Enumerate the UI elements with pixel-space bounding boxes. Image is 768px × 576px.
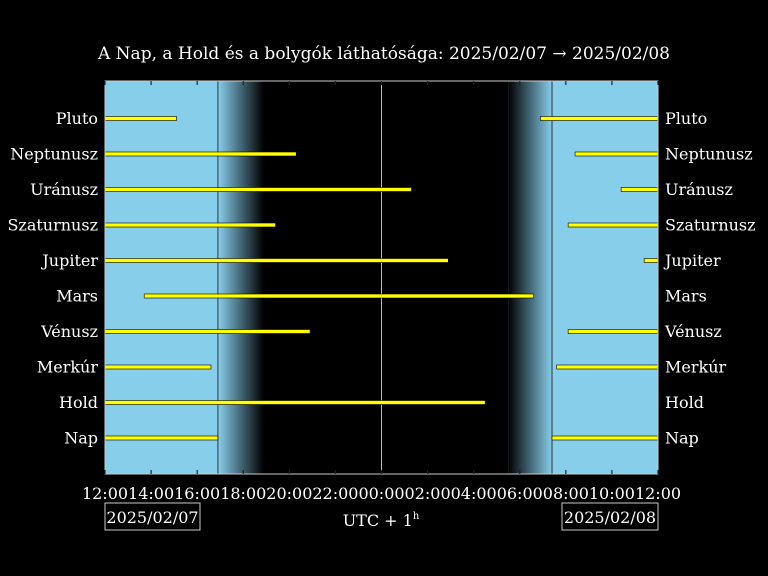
body-label-right: Pluto <box>665 109 707 128</box>
sky-background <box>105 81 658 474</box>
body-label-left: Vénusz <box>40 322 98 341</box>
visibility-bar <box>143 293 534 299</box>
visibility-bar <box>104 364 212 370</box>
visibility-bar <box>620 187 659 192</box>
visibility-bar <box>567 329 659 334</box>
x-tick-label: 12:00 <box>82 484 128 503</box>
x-axis: 12:00 14:00 16:00 18:00 20:00 22:00 00:00 02:00… <box>82 81 681 503</box>
body-label-left: Mars <box>56 287 98 306</box>
visibility-bar <box>551 435 659 441</box>
body-label-left: Hold <box>59 393 98 412</box>
x-tick-label: 18:00 <box>220 484 266 503</box>
visibility-bar <box>104 435 219 441</box>
visibility-bar <box>567 222 659 228</box>
visibility-bar <box>104 222 276 228</box>
night-sky <box>263 81 509 474</box>
body-label-right: Nap <box>665 429 699 448</box>
visibility-bar <box>104 400 486 405</box>
chart-title: A Nap, a Hold és a bolygók láthatósága: … <box>97 44 670 64</box>
body-labels-left: Pluto Neptunusz Uránusz Szaturnusz Jupiter Ma… <box>7 109 98 448</box>
body-label-right: Vénusz <box>664 322 722 341</box>
x-tick-label: 04:00 <box>451 484 497 503</box>
body-label-right: Hold <box>665 393 704 412</box>
body-labels-right: Pluto Neptunusz Uránusz Szaturnusz Jupiter Ma… <box>663 109 756 448</box>
date-right-label: 2025/02/08 <box>564 508 656 527</box>
x-axis-label-main: UTC + 1 <box>343 511 413 530</box>
date-right-box <box>561 502 659 531</box>
body-label-left: Szaturnusz <box>7 216 98 235</box>
x-tick-label: 06:00 <box>497 484 543 503</box>
x-tick-label: 16:00 <box>174 484 220 503</box>
body-label-right: Jupiter <box>663 251 721 270</box>
visibility-bar <box>540 116 659 121</box>
x-tick-label: 10:00 <box>589 484 635 503</box>
x-tick-label: 14:00 <box>128 484 174 503</box>
visibility-bar <box>104 258 449 263</box>
body-label-right: Merkúr <box>665 358 727 377</box>
body-label-left: Nap <box>64 429 98 448</box>
dusk-twilight <box>217 81 264 474</box>
body-label-left: Neptunusz <box>10 145 98 164</box>
visibility-bar <box>574 151 659 157</box>
visibility-bar <box>104 329 311 334</box>
visibility-bar <box>643 258 659 263</box>
x-axis-label-sup: h <box>413 511 420 522</box>
body-label-left: Uránusz <box>30 180 98 199</box>
visibility-bars <box>104 116 659 441</box>
x-tick-label: 02:00 <box>405 484 451 503</box>
body-label-right: Szaturnusz <box>665 216 756 235</box>
x-tick-label: 08:00 <box>543 484 589 503</box>
x-tick-label: 20:00 <box>266 484 312 503</box>
x-tick-label: 12:00 <box>635 484 681 503</box>
body-label-right: Neptunusz <box>665 145 753 164</box>
visibility-bar <box>556 364 659 370</box>
visibility-bar <box>104 187 412 192</box>
body-label-left: Pluto <box>56 109 98 128</box>
body-label-right: Uránusz <box>665 180 733 199</box>
visibility-bar <box>104 116 177 121</box>
body-label-right: Mars <box>665 287 707 306</box>
body-label-left: Merkúr <box>37 358 99 377</box>
date-left-label: 2025/02/07 <box>106 508 198 527</box>
x-tick-label: 22:00 <box>312 484 358 503</box>
date-left-box <box>104 502 201 531</box>
dawn-twilight <box>508 81 553 474</box>
x-tick-label: 00:00 <box>358 484 404 503</box>
visibility-bar <box>104 151 297 157</box>
x-axis-label: UTC + 1h <box>343 511 420 530</box>
body-label-left: Jupiter <box>40 251 98 270</box>
